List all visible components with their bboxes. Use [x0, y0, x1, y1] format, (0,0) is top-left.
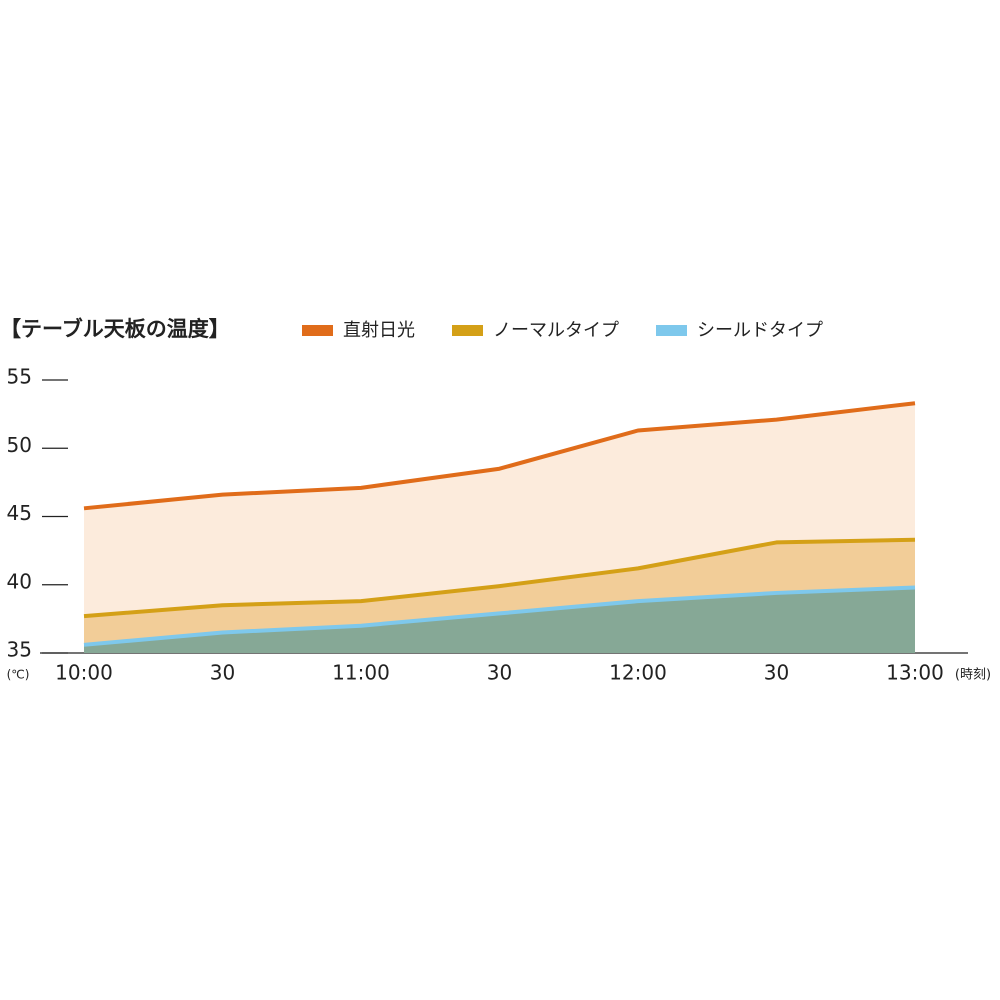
y-tick-label: 55: [7, 365, 32, 389]
chart-title: 【テーブル天板の温度】: [0, 317, 230, 341]
legend-label: 直射日光: [343, 320, 415, 341]
x-tick-label: 11:00: [332, 661, 390, 685]
y-tick-label: 50: [7, 433, 32, 457]
x-tick-label: 30: [487, 661, 512, 685]
y-tick-label: 35: [7, 638, 32, 662]
x-tick-label: 30: [764, 661, 789, 685]
line: [83, 585, 916, 647]
line: [83, 401, 916, 511]
legend-swatch: [452, 325, 483, 336]
legend-swatch: [656, 325, 687, 336]
x-tick-label: 10:00: [55, 661, 113, 685]
legend-label: ノーマルタイプ: [493, 320, 619, 341]
legend-label: シールドタイプ: [697, 320, 823, 341]
y-tick-label: 40: [7, 569, 32, 593]
x-unit: (時刻): [955, 668, 991, 683]
y-tick-label: 45: [7, 501, 32, 525]
area: [84, 587, 915, 653]
line: [83, 537, 916, 619]
x-tick-label: 13:00: [886, 661, 944, 685]
y-unit: (℃): [7, 668, 30, 682]
legend-swatch: [302, 325, 333, 336]
x-tick-label: 12:00: [609, 661, 667, 685]
x-tick-label: 30: [210, 661, 235, 685]
